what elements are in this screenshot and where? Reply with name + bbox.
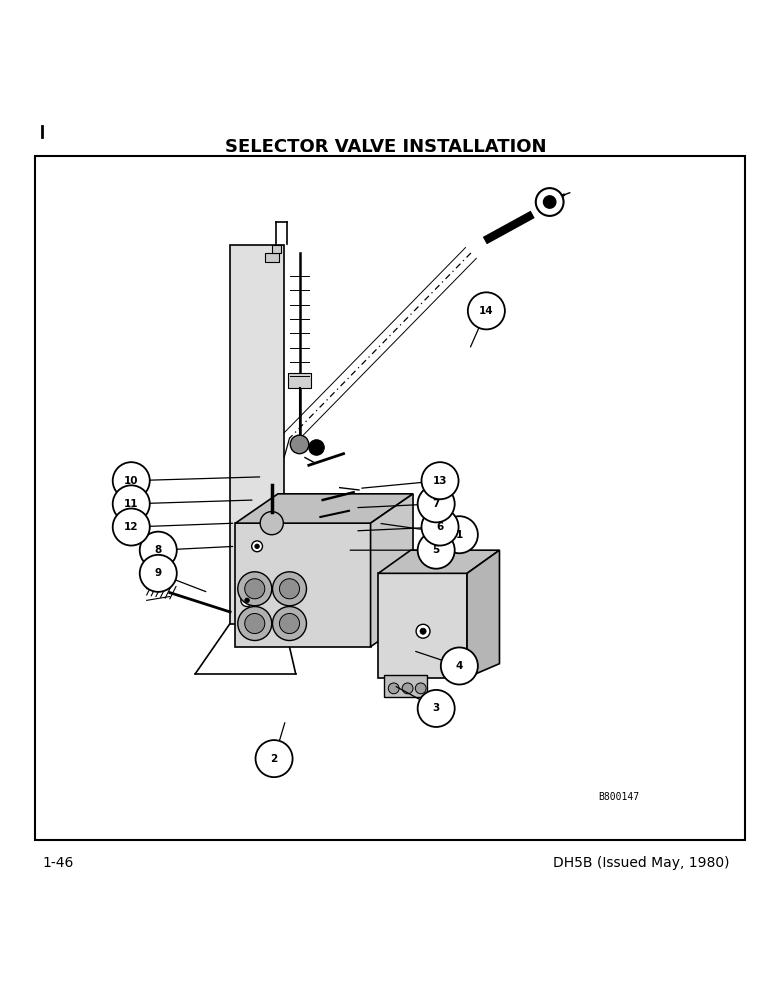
Circle shape bbox=[415, 683, 426, 694]
Text: SELECTOR VALVE INSTALLATION: SELECTOR VALVE INSTALLATION bbox=[225, 138, 547, 156]
Polygon shape bbox=[378, 550, 499, 573]
Text: 8: 8 bbox=[154, 545, 162, 555]
Circle shape bbox=[256, 740, 293, 777]
Text: 3: 3 bbox=[432, 703, 440, 713]
Circle shape bbox=[290, 435, 309, 454]
Circle shape bbox=[245, 598, 249, 603]
Text: 1: 1 bbox=[455, 530, 463, 540]
Text: 10: 10 bbox=[124, 476, 138, 486]
Circle shape bbox=[245, 579, 265, 599]
Circle shape bbox=[422, 508, 459, 546]
Text: 11: 11 bbox=[124, 499, 138, 509]
Circle shape bbox=[388, 683, 399, 694]
Bar bbox=[288, 373, 311, 388]
Text: 1-46: 1-46 bbox=[42, 856, 74, 870]
Circle shape bbox=[402, 683, 413, 694]
Circle shape bbox=[441, 516, 478, 553]
Circle shape bbox=[260, 512, 283, 535]
Circle shape bbox=[238, 572, 272, 606]
Circle shape bbox=[238, 607, 272, 641]
Circle shape bbox=[418, 485, 455, 522]
Text: 13: 13 bbox=[433, 476, 447, 486]
Bar bbox=[384, 675, 427, 697]
Circle shape bbox=[273, 607, 306, 641]
Circle shape bbox=[279, 613, 300, 634]
Circle shape bbox=[420, 628, 426, 634]
Circle shape bbox=[255, 544, 259, 549]
Bar bbox=[378, 573, 467, 678]
Circle shape bbox=[241, 594, 253, 607]
Circle shape bbox=[245, 613, 265, 634]
Circle shape bbox=[252, 541, 262, 552]
Text: 14: 14 bbox=[479, 306, 493, 316]
Bar bbox=[235, 523, 371, 647]
Polygon shape bbox=[467, 550, 499, 678]
Text: 6: 6 bbox=[436, 522, 444, 532]
Text: 2: 2 bbox=[270, 754, 278, 764]
Bar bbox=[230, 245, 284, 624]
Circle shape bbox=[416, 624, 430, 638]
Circle shape bbox=[418, 690, 455, 727]
Text: B800147: B800147 bbox=[598, 792, 639, 802]
Text: 5: 5 bbox=[432, 545, 440, 555]
Circle shape bbox=[113, 485, 150, 522]
Circle shape bbox=[113, 462, 150, 499]
Circle shape bbox=[468, 292, 505, 329]
Circle shape bbox=[140, 555, 177, 592]
Circle shape bbox=[279, 579, 300, 599]
Circle shape bbox=[441, 647, 478, 685]
Circle shape bbox=[543, 196, 556, 208]
Bar bbox=[272, 245, 281, 253]
Text: DH5B (Issued May, 1980): DH5B (Issued May, 1980) bbox=[553, 856, 730, 870]
Text: 12: 12 bbox=[124, 522, 138, 532]
Text: 4: 4 bbox=[455, 661, 463, 671]
Circle shape bbox=[536, 188, 564, 216]
Circle shape bbox=[273, 572, 306, 606]
Bar bbox=[35, 156, 745, 840]
Circle shape bbox=[140, 532, 177, 569]
Text: 7: 7 bbox=[432, 499, 440, 509]
Text: 9: 9 bbox=[154, 568, 162, 578]
Circle shape bbox=[422, 462, 459, 499]
Polygon shape bbox=[235, 494, 413, 523]
Polygon shape bbox=[371, 494, 413, 647]
Circle shape bbox=[309, 440, 324, 455]
Bar bbox=[265, 253, 279, 262]
Circle shape bbox=[418, 532, 455, 569]
Circle shape bbox=[113, 508, 150, 546]
